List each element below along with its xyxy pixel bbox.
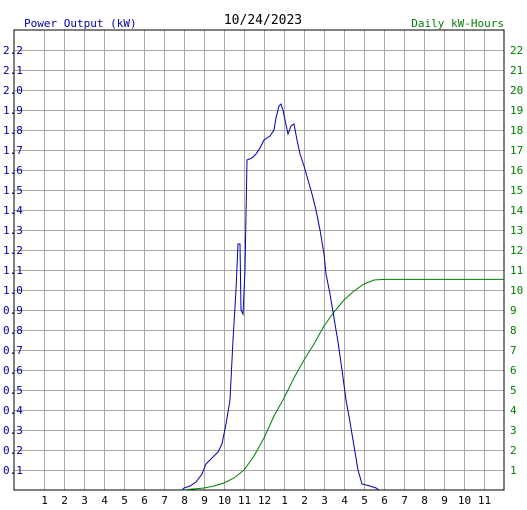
- right-tick-label: 19: [510, 104, 523, 117]
- x-tick-label: 9: [441, 494, 448, 507]
- x-tick-label: 10: [458, 494, 471, 507]
- right-tick-label: 1: [510, 464, 517, 477]
- x-tick-label: 5: [121, 494, 128, 507]
- right-axis-title: Daily kW-Hours: [411, 17, 504, 30]
- plot-frame: [13, 29, 505, 491]
- left-tick-label: 0.8: [3, 324, 23, 337]
- right-tick-label: 20: [510, 84, 523, 97]
- x-tick-label: 11: [478, 494, 491, 507]
- x-tick-label: 7: [401, 494, 408, 507]
- right-tick-label: 22: [510, 44, 523, 57]
- x-tick-label: 7: [161, 494, 168, 507]
- left-tick-label: 1.2: [3, 244, 23, 257]
- right-tick-label: 9: [510, 304, 517, 317]
- x-tick-label: 2: [61, 494, 68, 507]
- left-tick-label: 0.9: [3, 304, 23, 317]
- x-tick-label: 8: [181, 494, 188, 507]
- left-tick-label: 1.0: [3, 284, 23, 297]
- x-tick-label: 4: [341, 494, 348, 507]
- left-tick-label: 0.1: [3, 464, 23, 477]
- right-tick-label: 3: [510, 424, 517, 437]
- left-tick-label: 1.1: [3, 264, 23, 277]
- vertical-grid: [44, 30, 485, 490]
- x-tick-label: 12: [258, 494, 271, 507]
- x-tick-label: 6: [141, 494, 148, 507]
- left-tick-label: 0.3: [3, 424, 23, 437]
- right-tick-label: 4: [510, 404, 517, 417]
- left-tick-label: 1.6: [3, 164, 23, 177]
- left-axis-title: Power Output (kW): [24, 17, 137, 30]
- right-tick-label: 15: [510, 184, 523, 197]
- x-tick-label: 9: [201, 494, 208, 507]
- left-tick-label: 2.1: [3, 64, 23, 77]
- left-tick-label: 1.5: [3, 184, 23, 197]
- left-axis-tick-labels: 0.1 0.2 0.3 0.4 0.5 0.6 0.7 0.8 0.9 1.0 1.1 1.2 1.3 1…: [3, 44, 23, 477]
- chart-date-title: 10/24/2023: [224, 13, 302, 28]
- x-tick-label: 1: [281, 494, 288, 507]
- x-tick-label: 10: [218, 494, 231, 507]
- right-tick-label: 17: [510, 144, 523, 157]
- left-tick-label: 1.9: [3, 104, 23, 117]
- right-tick-label: 5: [510, 384, 517, 397]
- left-tick-label: 0.4: [3, 404, 23, 417]
- x-tick-label: 3: [81, 494, 88, 507]
- right-tick-label: 18: [510, 124, 523, 137]
- left-tick-label: 0.6: [3, 364, 23, 377]
- right-tick-label: 10: [510, 284, 523, 297]
- x-axis-tick-labels: 1 2 3 4 5 6 7 8 9 10 11 12 1 2 3 4 5 6 7 8 9 10 11: [41, 494, 491, 507]
- left-tick-label: 0.7: [3, 344, 23, 357]
- left-tick-label: 2.0: [3, 84, 23, 97]
- x-tick-label: 11: [238, 494, 251, 507]
- right-tick-label: 14: [510, 204, 524, 217]
- x-tick-label: 1: [41, 494, 48, 507]
- x-tick-label: 8: [421, 494, 428, 507]
- right-tick-label: 16: [510, 164, 523, 177]
- left-tick-label: 1.3: [3, 224, 23, 237]
- x-tick-label: 5: [361, 494, 368, 507]
- x-tick-label: 4: [101, 494, 108, 507]
- left-tick-label: 1.7: [3, 144, 23, 157]
- left-tick-label: 0.5: [3, 384, 23, 397]
- left-tick-label: 1.8: [3, 124, 23, 137]
- x-tick-label: 3: [321, 494, 328, 507]
- right-tick-label: 13: [510, 224, 523, 237]
- right-tick-label: 7: [510, 344, 517, 357]
- left-tick-label: 2.2: [3, 44, 23, 57]
- right-tick-label: 6: [510, 364, 517, 377]
- right-tick-label: 12: [510, 244, 523, 257]
- horizontal-grid: [14, 50, 504, 471]
- series-line-power-output: [181, 103, 380, 491]
- left-tick-label: 0.2: [3, 444, 23, 457]
- x-tick-label: 6: [381, 494, 388, 507]
- x-tick-label: 2: [301, 494, 308, 507]
- left-tick-label: 1.4: [3, 204, 23, 217]
- right-tick-label: 8: [510, 324, 517, 337]
- right-tick-label: 11: [510, 264, 523, 277]
- series-line-daily-kwh: [181, 278, 504, 491]
- right-tick-label: 21: [510, 64, 523, 77]
- right-tick-label: 2: [510, 444, 517, 457]
